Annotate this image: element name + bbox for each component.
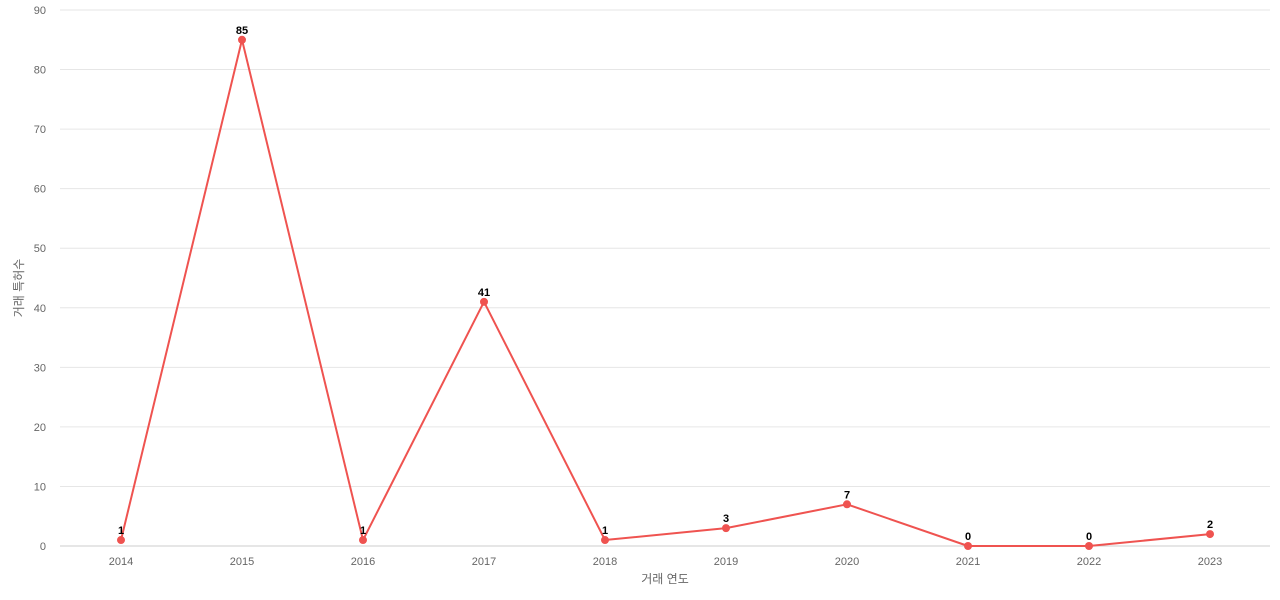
data-point[interactable] — [964, 542, 972, 550]
data-label: 1 — [602, 525, 608, 537]
x-tick-label: 2023 — [1198, 556, 1222, 568]
x-tick-label: 2019 — [714, 556, 738, 568]
y-tick-label: 0 — [40, 541, 46, 553]
y-tick-label: 70 — [34, 124, 46, 136]
x-tick-label: 2021 — [956, 556, 980, 568]
y-axis-title: 거래 특허수 — [12, 259, 26, 318]
x-tick-label: 2015 — [230, 556, 254, 568]
data-point[interactable] — [117, 536, 125, 545]
data-labels: 1 85 1 41 1 3 7 0 0 2 — [118, 25, 1213, 543]
data-point[interactable] — [480, 297, 488, 306]
grid-lines — [60, 9, 1270, 547]
data-label: 85 — [236, 25, 248, 37]
x-axis-title: 거래 연도 — [641, 572, 689, 586]
data-label: 41 — [478, 287, 490, 299]
data-point[interactable] — [1206, 530, 1214, 539]
data-label: 1 — [360, 525, 366, 537]
x-tick-label: 2020 — [835, 556, 859, 568]
y-tick-label: 50 — [34, 243, 46, 255]
y-tick-label: 80 — [34, 65, 46, 77]
x-tick-label: 2018 — [593, 556, 617, 568]
y-tick-label: 90 — [34, 5, 46, 17]
y-axis-ticks: 0 10 20 30 40 50 60 70 80 90 — [34, 5, 46, 553]
y-tick-label: 60 — [34, 184, 46, 196]
data-label: 7 — [844, 489, 850, 501]
data-label: 0 — [965, 531, 971, 543]
y-tick-label: 10 — [34, 481, 46, 493]
data-label: 0 — [1086, 531, 1092, 543]
y-tick-label: 30 — [34, 362, 46, 374]
series-line — [120, 38, 1211, 547]
series-lines — [120, 38, 1211, 547]
series-points — [117, 35, 1214, 550]
x-tick-label: 2016 — [351, 556, 375, 568]
x-tick-label: 2022 — [1077, 556, 1101, 568]
y-tick-label: 20 — [34, 422, 46, 434]
data-label: 3 — [723, 513, 729, 525]
data-point[interactable] — [722, 524, 730, 533]
x-axis-ticks: 2014 2015 2016 2017 2018 2019 2020 2021 2022 2023 — [109, 556, 1222, 568]
data-point[interactable] — [238, 35, 246, 44]
data-point[interactable] — [1085, 542, 1093, 550]
data-point[interactable] — [359, 536, 367, 545]
data-label: 1 — [118, 525, 124, 537]
x-tick-label: 2014 — [109, 556, 133, 568]
data-label: 2 — [1207, 519, 1213, 531]
y-tick-label: 40 — [34, 303, 46, 315]
x-tick-label: 2017 — [472, 556, 496, 568]
data-point[interactable] — [843, 500, 851, 509]
data-point[interactable] — [601, 536, 609, 545]
